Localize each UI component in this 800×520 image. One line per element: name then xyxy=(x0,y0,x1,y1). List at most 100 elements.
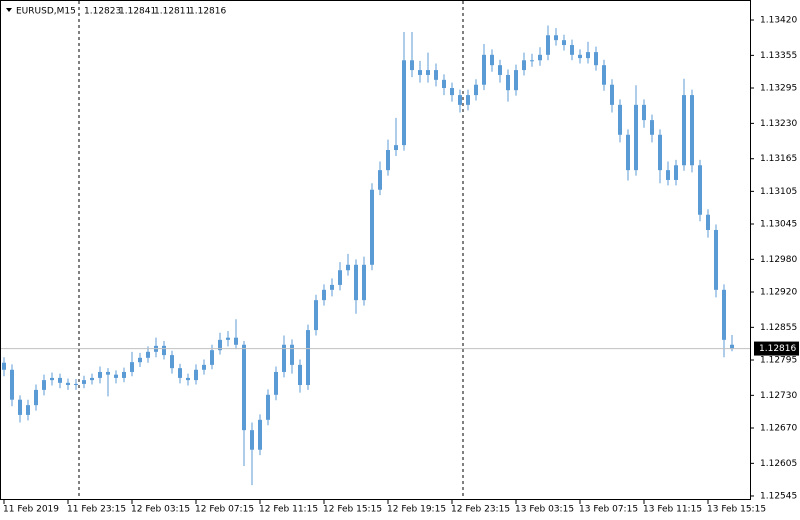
candle-body xyxy=(314,300,318,331)
candle-body xyxy=(578,54,582,59)
candle-body xyxy=(2,362,6,370)
candle-body xyxy=(226,337,230,340)
x-tick-label: 12 Feb 07:15 xyxy=(195,505,254,515)
candle-body xyxy=(258,419,262,450)
candle-body xyxy=(698,165,702,215)
candle-body xyxy=(466,95,470,105)
candle-body xyxy=(394,145,398,151)
x-tick-label: 12 Feb 23:15 xyxy=(451,505,510,515)
candle-body xyxy=(330,284,334,290)
close-value: 1.12816 xyxy=(189,7,226,17)
candle-body xyxy=(66,382,70,386)
candle-body xyxy=(490,54,494,66)
menu-arrow xyxy=(6,8,12,12)
candle-body xyxy=(26,405,30,415)
y-tick-label: 1.12795 xyxy=(760,355,797,365)
candle-body xyxy=(362,264,366,301)
x-tick-label: 13 Feb 07:15 xyxy=(579,505,638,515)
candle-body xyxy=(418,70,422,75)
candle-body xyxy=(178,368,182,378)
candle-body xyxy=(378,170,382,190)
candle-body xyxy=(522,60,526,71)
low-value: 1.12811 xyxy=(154,7,191,17)
candle-body xyxy=(234,337,238,345)
candle-body xyxy=(618,104,622,135)
candle-body xyxy=(114,374,118,378)
candle-body xyxy=(90,377,94,381)
candle-body xyxy=(594,52,598,66)
candle-body xyxy=(210,350,214,365)
candle-body xyxy=(290,344,294,365)
candle-body xyxy=(202,364,206,370)
candle-body xyxy=(18,399,22,415)
candle-body xyxy=(386,150,390,171)
candle-body xyxy=(450,88,454,96)
high-value: 1.12841 xyxy=(119,7,156,17)
candle-body xyxy=(162,345,166,356)
x-tick-label: 12 Feb 19:15 xyxy=(387,505,446,515)
candle-body xyxy=(434,70,438,80)
candle-body xyxy=(706,214,710,230)
x-tick-label: 12 Feb 15:15 xyxy=(323,505,382,515)
x-tick-label: 13 Feb 15:15 xyxy=(707,505,766,515)
candle-body xyxy=(690,95,694,166)
candle-body xyxy=(426,70,430,75)
x-tick-label: 12 Feb 11:15 xyxy=(259,505,318,515)
candle-body xyxy=(714,229,718,290)
candle-body xyxy=(306,330,310,386)
price-label: 1.12816 xyxy=(759,344,796,354)
candle-body xyxy=(402,60,406,146)
candle-body xyxy=(730,344,734,349)
candle-body xyxy=(266,394,270,420)
y-tick-label: 1.13355 xyxy=(760,51,797,61)
candle-body xyxy=(626,134,630,171)
candle-body xyxy=(666,170,670,180)
y-tick-label: 1.13420 xyxy=(760,16,797,26)
candle-body xyxy=(298,364,302,386)
y-tick-label: 1.12980 xyxy=(760,255,797,265)
candle-body xyxy=(610,84,614,105)
open-value: 1.12823 xyxy=(84,7,121,17)
y-tick-label: 1.12730 xyxy=(760,391,797,401)
plot-frame xyxy=(0,0,751,500)
y-tick-label: 1.13295 xyxy=(760,84,797,94)
y-tick-label: 1.12670 xyxy=(760,423,797,433)
candle-body xyxy=(250,430,254,450)
candle-body xyxy=(138,357,142,363)
y-tick-label: 1.13165 xyxy=(760,154,797,164)
y-tick-label: 1.12605 xyxy=(760,459,797,469)
candle-body xyxy=(98,371,102,378)
y-tick-label: 1.12855 xyxy=(760,323,797,333)
candle-body xyxy=(554,35,558,41)
candle-body xyxy=(82,380,86,384)
x-tick-label: 13 Feb 11:15 xyxy=(643,505,702,515)
candle-body xyxy=(474,84,478,96)
y-tick-label: 1.12920 xyxy=(760,287,797,297)
candle-body xyxy=(570,45,574,55)
candle-body xyxy=(514,70,518,91)
candle-body xyxy=(274,371,278,395)
candle-body xyxy=(338,270,342,285)
candle-body xyxy=(58,377,62,383)
candle-body xyxy=(146,351,150,358)
candle-body xyxy=(538,54,542,61)
candle-body xyxy=(74,383,78,386)
candle-body xyxy=(562,40,566,46)
candle-body xyxy=(722,289,726,340)
y-tick-label: 1.13045 xyxy=(760,219,797,229)
candle-body xyxy=(322,289,326,301)
candle-body xyxy=(218,339,222,351)
candle-body xyxy=(122,371,126,378)
candle-body xyxy=(354,264,358,301)
x-tick-label: 13 Feb 03:15 xyxy=(515,505,574,515)
candle-body xyxy=(50,377,54,381)
y-tick-label: 1.13105 xyxy=(760,187,797,197)
price-label-box xyxy=(754,341,799,356)
candle-body xyxy=(498,65,502,75)
candle-body xyxy=(634,104,638,171)
candle-body xyxy=(642,104,646,121)
y-tick-label: 1.13230 xyxy=(760,119,797,129)
symbol: EURUSD,M15 xyxy=(16,7,76,17)
candle-body xyxy=(682,95,686,166)
